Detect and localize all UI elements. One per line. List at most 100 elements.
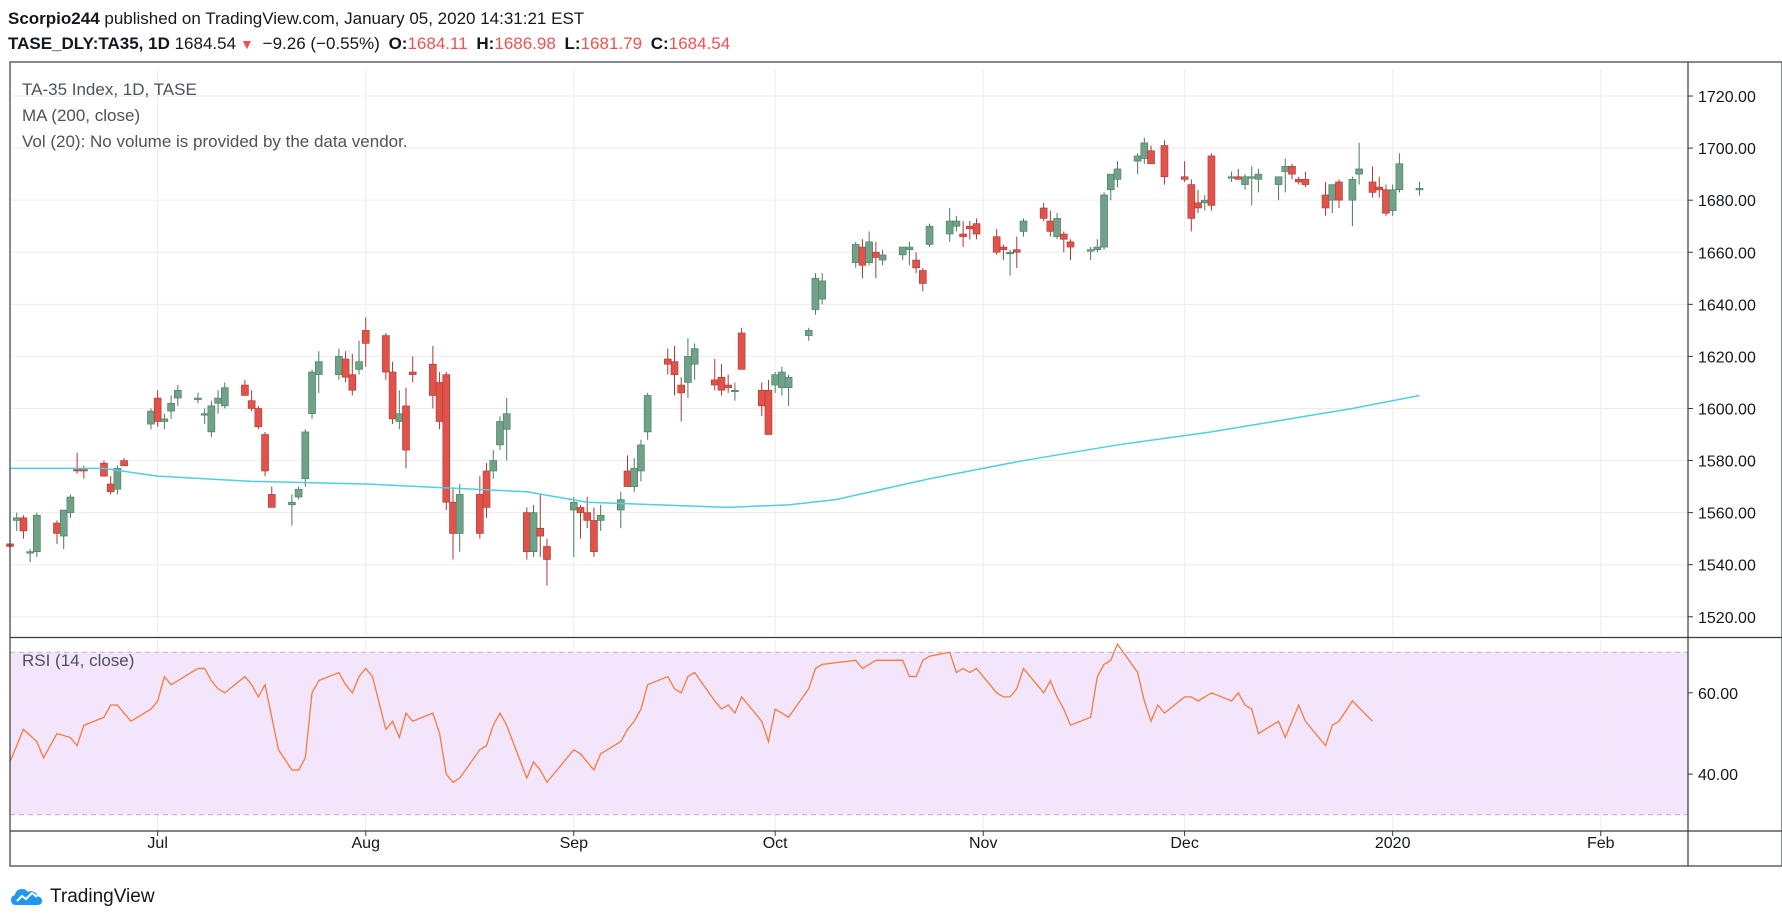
candle-body[interactable]: [717, 376, 726, 391]
candle-body[interactable]: [811, 277, 820, 310]
candle-body[interactable]: [677, 384, 686, 394]
candle-body[interactable]: [616, 499, 625, 511]
candle-body[interactable]: [335, 356, 343, 375]
candle-body[interactable]: [865, 241, 873, 263]
candle-body[interactable]: [1180, 176, 1189, 180]
candle-body[interactable]: [66, 496, 75, 513]
candle-body[interactable]: [19, 517, 28, 532]
candle-body[interactable]: [429, 363, 437, 396]
candle-body[interactable]: [1207, 155, 1216, 206]
candle-body[interactable]: [778, 371, 786, 388]
candle-body[interactable]: [314, 361, 323, 375]
candle-body[interactable]: [1348, 179, 1357, 201]
candle-body[interactable]: [408, 371, 417, 375]
candle-body[interactable]: [945, 220, 954, 235]
candle-body[interactable]: [952, 220, 961, 227]
candle-body[interactable]: [214, 397, 222, 404]
candle-body[interactable]: [1012, 249, 1021, 253]
candle-body[interactable]: [361, 330, 370, 344]
candle-body[interactable]: [1227, 176, 1236, 179]
candle-body[interactable]: [1066, 241, 1075, 248]
ma-200-line[interactable]: [10, 394, 1420, 509]
candle-body[interactable]: [261, 434, 269, 472]
candle-body[interactable]: [523, 512, 531, 552]
candle-body[interactable]: [120, 460, 128, 467]
candle-body[interactable]: [757, 389, 766, 407]
candle-body[interactable]: [898, 246, 907, 256]
candle-body[interactable]: [26, 551, 34, 554]
candle-body[interactable]: [147, 410, 155, 425]
candle-body[interactable]: [207, 405, 216, 433]
candle-body[interactable]: [53, 522, 61, 534]
candle-body[interactable]: [288, 501, 296, 506]
candle-body[interactable]: [737, 332, 746, 370]
candle-body[interactable]: [1106, 173, 1115, 191]
candle-body[interactable]: [241, 384, 249, 396]
candle-body[interactable]: [583, 512, 592, 521]
candle-body[interactable]: [194, 397, 202, 400]
candle-body[interactable]: [959, 233, 967, 237]
candle-body[interactable]: [395, 413, 404, 422]
candle-body[interactable]: [489, 460, 498, 472]
candle-body[interactable]: [496, 421, 504, 446]
candle-body[interactable]: [576, 507, 585, 513]
candle-body[interactable]: [167, 402, 175, 412]
candle-body[interactable]: [113, 468, 122, 490]
candle-body[interactable]: [308, 371, 316, 414]
candle-body[interactable]: [905, 246, 914, 250]
candle-body[interactable]: [1147, 150, 1155, 165]
candle-body[interactable]: [710, 379, 719, 386]
candle-body[interactable]: [925, 225, 934, 245]
candle-body[interactable]: [220, 387, 229, 407]
candle-body[interactable]: [442, 374, 451, 503]
candle-body[interactable]: [872, 251, 880, 258]
candle-body[interactable]: [247, 400, 256, 409]
candle-body[interactable]: [1234, 176, 1243, 180]
candle-body[interactable]: [12, 517, 21, 521]
candle-body[interactable]: [33, 514, 41, 552]
candle-body[interactable]: [1281, 166, 1290, 172]
candle-body[interactable]: [341, 358, 350, 378]
candle-body[interactable]: [637, 444, 645, 472]
candle-body[interactable]: [1019, 220, 1028, 232]
candle-body[interactable]: [1415, 188, 1424, 191]
candle-body[interactable]: [1133, 155, 1142, 162]
candle-body[interactable]: [771, 374, 779, 386]
candle-body[interactable]: [100, 462, 108, 477]
candle-body[interactable]: [1301, 179, 1310, 185]
candle-body[interactable]: [59, 509, 68, 537]
candle-body[interactable]: [1194, 202, 1202, 209]
candle-body[interactable]: [1254, 173, 1263, 180]
candle-body[interactable]: [570, 501, 578, 511]
candle-body[interactable]: [858, 246, 867, 266]
candle-body[interactable]: [160, 418, 169, 422]
candle-body[interactable]: [536, 527, 545, 537]
candle-body[interactable]: [1335, 181, 1343, 201]
candle-body[interactable]: [254, 408, 263, 428]
candle-body[interactable]: [1046, 220, 1055, 232]
candle-body[interactable]: [1375, 186, 1384, 191]
candle-body[interactable]: [1086, 249, 1095, 252]
candle-body[interactable]: [200, 413, 209, 416]
candle-body[interactable]: [1328, 184, 1337, 201]
candle-body[interactable]: [435, 382, 444, 422]
candle-body[interactable]: [1059, 233, 1068, 240]
candle-body[interactable]: [348, 374, 357, 391]
candle-body[interactable]: [912, 259, 920, 269]
candle-body[interactable]: [690, 348, 699, 365]
candle-body[interactable]: [731, 389, 739, 393]
candle-body[interactable]: [174, 389, 182, 399]
candle-body[interactable]: [764, 389, 773, 435]
candle-body[interactable]: [1388, 189, 1397, 211]
candle-body[interactable]: [596, 514, 605, 521]
candle-body[interactable]: [878, 254, 887, 261]
candle-body[interactable]: [1140, 142, 1149, 159]
candle-body[interactable]: [1395, 163, 1404, 191]
candle-body[interactable]: [851, 244, 860, 263]
candle-body[interactable]: [294, 488, 303, 498]
candle-body[interactable]: [818, 280, 826, 300]
candle-body[interactable]: [476, 494, 484, 534]
candle-body[interactable]: [153, 397, 162, 422]
candle-body[interactable]: [590, 520, 598, 552]
candle-body[interactable]: [1294, 179, 1303, 183]
